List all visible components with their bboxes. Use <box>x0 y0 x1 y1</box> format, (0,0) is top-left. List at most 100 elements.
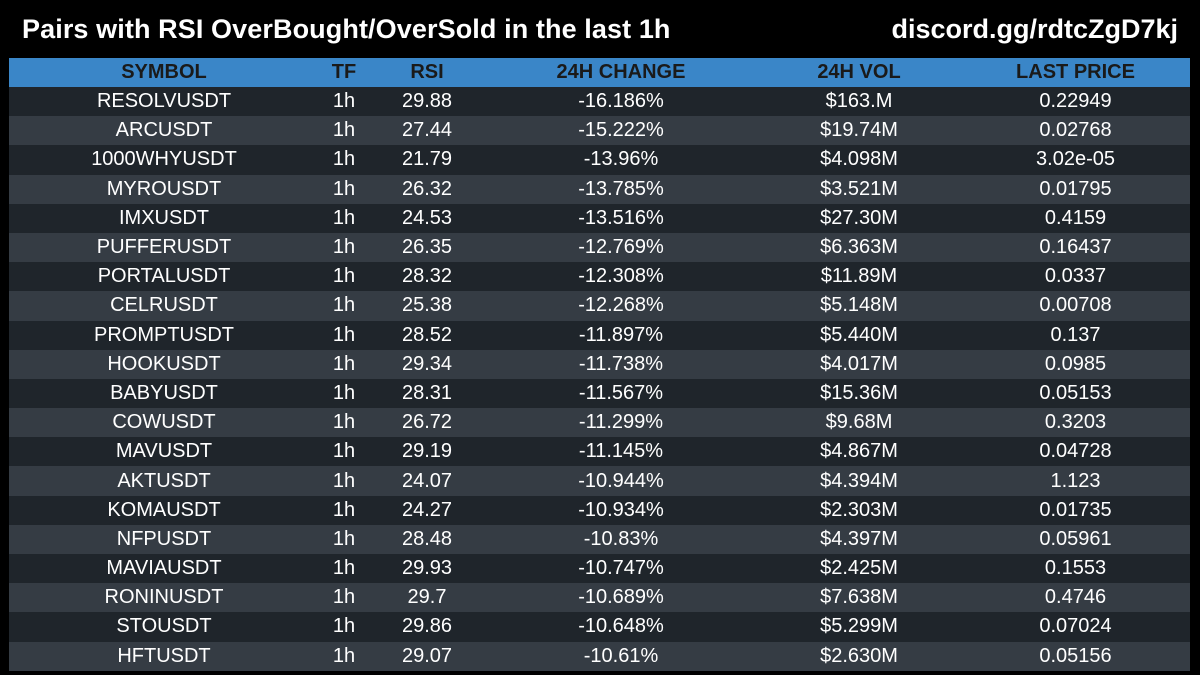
cell-tf: 1h <box>332 148 356 171</box>
cell-change: -11.738% <box>578 352 664 375</box>
cell-vol: $4.394M <box>820 469 898 492</box>
cell-change: -13.785% <box>578 177 664 200</box>
table-row[interactable]: NFPUSDT 1h 28.48 -10.83% $4.397M 0.05961 <box>9 524 1190 554</box>
table-row[interactable]: ARCUSDT 1h 27.44 -15.222% $19.74M 0.0276… <box>9 116 1190 146</box>
table-row[interactable]: 1000WHYUSDT 1h 21.79 -13.96% $4.098M 3.0… <box>9 145 1190 175</box>
cell-tf: 1h <box>332 265 356 288</box>
table-row[interactable]: HOOKUSDT 1h 29.34 -11.738% $4.017M 0.098… <box>9 349 1190 379</box>
cell-rsi: 24.27 <box>401 498 453 521</box>
cell-symbol: NFPUSDT <box>116 527 212 550</box>
table-row[interactable]: MAVIAUSDT 1h 29.93 -10.747% $2.425M 0.15… <box>9 554 1190 584</box>
cell-symbol: MAVIAUSDT <box>106 557 222 580</box>
cell-change: -11.145% <box>578 440 664 463</box>
table-row[interactable]: STOUSDT 1h 29.86 -10.648% $5.299M 0.0702… <box>9 612 1190 642</box>
cell-rsi: 29.07 <box>401 644 453 667</box>
cell-vol: $5.148M <box>820 294 898 317</box>
cell-symbol: STOUSDT <box>116 615 212 638</box>
cell-tf: 1h <box>332 557 356 580</box>
cell-price: 1.123 <box>1050 469 1101 492</box>
cell-change: -10.747% <box>578 557 664 580</box>
cell-vol: $27.30M <box>820 206 898 229</box>
cell-tf: 1h <box>332 411 356 434</box>
cell-vol: $2.425M <box>820 557 898 580</box>
cell-change: -10.83% <box>583 527 659 550</box>
cell-price: 0.01735 <box>1039 498 1112 521</box>
cell-symbol: CELRUSDT <box>110 294 218 317</box>
cell-symbol: MYROUSDT <box>106 177 222 200</box>
table-row[interactable]: PORTALUSDT 1h 28.32 -12.308% $11.89M 0.0… <box>9 262 1190 292</box>
cell-price: 0.05153 <box>1039 381 1112 404</box>
cell-change: -13.96% <box>583 148 659 171</box>
cell-vol: $6.363M <box>820 236 898 259</box>
cell-change: -10.689% <box>578 586 664 609</box>
column-header-24h-vol[interactable]: 24H VOL <box>817 61 901 83</box>
column-header-24h-change[interactable]: 24H CHANGE <box>556 61 686 83</box>
table-row[interactable]: AKTUSDT 1h 24.07 -10.944% $4.394M 1.123 <box>9 466 1190 496</box>
table-row[interactable]: HFTUSDT 1h 29.07 -10.61% $2.630M 0.05156 <box>9 641 1190 671</box>
cell-vol: $4.397M <box>820 527 898 550</box>
cell-price: 0.04728 <box>1039 440 1112 463</box>
cell-vol: $163.M <box>825 90 893 113</box>
table-row[interactable]: PROMPTUSDT 1h 28.52 -11.897% $5.440M 0.1… <box>9 320 1190 350</box>
cell-change: -16.186% <box>578 90 664 113</box>
cell-price: 0.0337 <box>1044 265 1107 288</box>
cell-rsi: 26.72 <box>401 411 453 434</box>
cell-price: 0.16437 <box>1039 236 1112 259</box>
cell-symbol: ARCUSDT <box>115 119 213 142</box>
cell-price: 0.1553 <box>1044 557 1107 580</box>
cell-symbol: 1000WHYUSDT <box>91 148 237 171</box>
cell-tf: 1h <box>332 644 356 667</box>
cell-rsi: 21.79 <box>401 148 453 171</box>
cell-symbol: BABYUSDT <box>110 381 218 404</box>
cell-symbol: RONINUSDT <box>104 586 224 609</box>
cell-price: 0.22949 <box>1039 90 1112 113</box>
table-row[interactable]: CELRUSDT 1h 25.38 -12.268% $5.148M 0.007… <box>9 291 1190 321</box>
cell-vol: $19.74M <box>820 119 898 142</box>
table-row[interactable]: COWUSDT 1h 26.72 -11.299% $9.68M 0.3203 <box>9 408 1190 438</box>
table-row[interactable]: MAVUSDT 1h 29.19 -11.145% $4.867M 0.0472… <box>9 437 1190 467</box>
table-row[interactable]: BABYUSDT 1h 28.31 -11.567% $15.36M 0.051… <box>9 378 1190 409</box>
cell-price: 0.0985 <box>1044 352 1107 375</box>
cell-vol: $4.098M <box>820 148 898 171</box>
column-header-last-price[interactable]: LAST PRICE <box>1016 61 1135 83</box>
cell-vol: $2.630M <box>820 644 898 667</box>
cell-rsi: 28.52 <box>401 323 453 346</box>
table-row[interactable]: RESOLVUSDT 1h 29.88 -16.186% $163.M 0.22… <box>9 87 1190 117</box>
cell-change: -15.222% <box>578 119 664 142</box>
cell-vol: $2.303M <box>820 498 898 521</box>
cell-tf: 1h <box>332 90 356 113</box>
cell-symbol: COWUSDT <box>112 411 216 434</box>
table-row[interactable]: RONINUSDT 1h 29.7 -10.689% $7.638M 0.474… <box>9 583 1190 613</box>
cell-rsi: 24.53 <box>401 206 453 229</box>
table-row[interactable]: IMXUSDT 1h 24.53 -13.516% $27.30M 0.4159 <box>9 203 1190 233</box>
cell-tf: 1h <box>332 586 356 609</box>
rsi-pairs-table: SYMBOL TF RSI 24H CHANGE 24H VOL LAST PR… <box>9 58 1190 671</box>
cell-change: -10.61% <box>583 644 659 667</box>
cell-rsi: 29.34 <box>401 352 453 375</box>
table-row[interactable]: PUFFERUSDT 1h 26.35 -12.769% $6.363M 0.1… <box>9 232 1190 263</box>
cell-vol: $7.638M <box>820 586 898 609</box>
cell-rsi: 29.7 <box>407 586 447 609</box>
cell-symbol: PUFFERUSDT <box>96 236 232 259</box>
cell-rsi: 25.38 <box>401 294 453 317</box>
table-row[interactable]: MYROUSDT 1h 26.32 -13.785% $3.521M 0.017… <box>9 174 1190 204</box>
column-header-symbol[interactable]: SYMBOL <box>121 61 207 83</box>
cell-vol: $11.89M <box>820 265 898 288</box>
table-row[interactable]: KOMAUSDT 1h 24.27 -10.934% $2.303M 0.017… <box>9 495 1190 525</box>
discord-link[interactable]: discord.gg/rdtcZgD7kj <box>891 14 1178 44</box>
cell-change: -12.308% <box>578 265 664 288</box>
cell-tf: 1h <box>332 119 356 142</box>
cell-vol: $3.521M <box>820 177 898 200</box>
cell-rsi: 28.48 <box>401 527 453 550</box>
cell-symbol: HFTUSDT <box>117 644 211 667</box>
rsi-table-container: SYMBOL TF RSI 24H CHANGE 24H VOL LAST PR… <box>9 58 1190 671</box>
cell-tf: 1h <box>332 177 356 200</box>
column-header-tf[interactable]: TF <box>331 61 357 83</box>
column-header-rsi[interactable]: RSI <box>410 61 444 83</box>
cell-symbol: IMXUSDT <box>119 206 209 229</box>
cell-change: -12.769% <box>578 236 664 259</box>
cell-vol: $4.867M <box>820 440 898 463</box>
cell-tf: 1h <box>332 206 356 229</box>
cell-symbol: RESOLVUSDT <box>96 90 232 113</box>
cell-price: 3.02e-05 <box>1036 148 1115 171</box>
